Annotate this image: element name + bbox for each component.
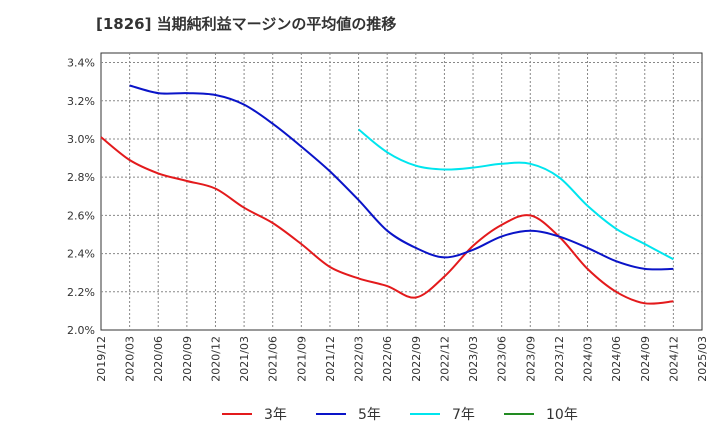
x-tick-label: 2023/06	[496, 336, 509, 382]
x-tick-label: 2024/06	[610, 336, 623, 382]
x-tick-label: 2019/12	[95, 336, 108, 382]
x-tick-label: 2023/09	[524, 336, 537, 382]
chart-title: [1826] 当期純利益マージンの平均値の推移	[96, 15, 396, 33]
x-tick-label: 2020/09	[181, 336, 194, 382]
x-tick-label: 2022/09	[410, 336, 423, 382]
series-line-1	[129, 84, 674, 271]
series-line-2	[357, 128, 674, 261]
x-tick-label: 2021/09	[295, 336, 308, 382]
y-tick-label: 3.2%	[67, 95, 95, 108]
legend-label-1: 5年	[358, 407, 381, 423]
x-tick-label: 2022/03	[353, 336, 366, 382]
x-tick-label: 2024/09	[639, 336, 652, 382]
x-tick-label: 2020/03	[124, 336, 137, 382]
x-tick-label: 2021/03	[238, 336, 251, 382]
x-tick-label: 2024/03	[582, 336, 595, 382]
legend-label-2: 7年	[452, 407, 475, 423]
x-axis-ticks: 2019/12 2020/03 2020/06 2020/09 2020/12 2021/…	[95, 336, 709, 382]
legend: 3年 5年 7年 10年	[222, 407, 578, 423]
y-tick-label: 2.4%	[67, 248, 95, 261]
x-tick-label: 2023/12	[553, 336, 566, 382]
x-tick-label: 2021/06	[267, 336, 280, 382]
legend-label-0: 3年	[264, 407, 287, 423]
x-tick-label: 2021/12	[324, 336, 337, 382]
x-tick-label: 2020/06	[152, 336, 165, 382]
series-line-0	[100, 136, 674, 305]
y-tick-label: 2.0%	[67, 324, 95, 337]
y-tick-label: 2.2%	[67, 286, 95, 299]
y-tick-label: 2.6%	[67, 209, 95, 222]
gridlines	[101, 53, 702, 330]
y-tick-label: 3.0%	[67, 133, 95, 146]
y-tick-label: 3.4%	[67, 57, 95, 70]
x-tick-label: 2022/12	[438, 336, 451, 382]
x-tick-label: 2024/12	[667, 336, 680, 382]
y-axis-ticks: 2.0% 2.2% 2.4% 2.6% 2.8% 3.0% 3.2% 3.4%	[67, 57, 95, 337]
x-tick-label: 2022/06	[381, 336, 394, 382]
x-tick-label: 2023/03	[467, 336, 480, 382]
x-tick-label: 2020/12	[209, 336, 222, 382]
plot-area	[100, 52, 703, 331]
legend-label-3: 10年	[546, 407, 578, 423]
series-lines	[100, 84, 674, 305]
y-tick-label: 2.8%	[67, 171, 95, 184]
x-tick-label: 2025/03	[696, 336, 709, 382]
